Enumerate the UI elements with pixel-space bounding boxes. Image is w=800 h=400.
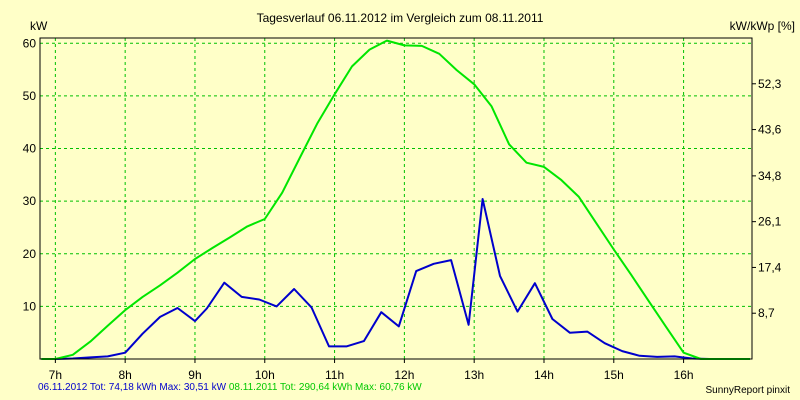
y-tick-label-left: 30 [23,194,37,208]
x-tick-label: 13h [464,368,484,382]
y-tick-label-left: 10 [23,299,37,313]
x-tick-label: 10h [255,368,275,382]
y-tick-label-left: 40 [23,142,37,156]
y-tick-label-left: 50 [23,89,37,103]
series-lines [41,39,750,360]
y-tick-label-right: 43,6 [758,123,782,137]
x-tick-label: 11h [325,368,344,382]
y-tick-label-left: 20 [23,247,37,261]
x-tick-label: 12h [394,368,414,382]
y-tick-label-right: 52,3 [758,77,782,91]
x-tick-label: 9h [188,368,201,382]
series-line-1 [41,198,750,360]
chart-title: Tagesverlauf 06.11.2012 im Vergleich zum… [257,11,544,25]
y-axis-right-label: kW/kWp [%] [730,19,795,33]
grid-lines [40,38,752,359]
y-axis-left-label: kW [30,19,48,33]
y-tick-label-right: 8,7 [758,306,775,320]
credit-text: SunnyReport pinxit [705,385,791,396]
x-tick-label: 7h [49,368,62,382]
x-tick-label: 15h [604,368,624,382]
x-tick-label: 16h [674,368,694,382]
series-line-2 [41,39,750,360]
x-tick-label: 8h [118,368,131,382]
legend-series-1: 06.11.2012 Tot: 74,18 kWh Max: 30,51 kW [38,382,227,393]
y-tick-label-right: 17,4 [758,260,782,274]
axes: 7h 8h 9h 10h 11h 12h 13h 14h 15h 16h 10 20 30 40 50 60 8… [23,36,782,382]
legend-series-2: 08.11.2011 Tot: 290,64 kWh Max: 60,76 kW [228,382,422,393]
x-tick-label: 14h [534,368,554,382]
plot-frame [39,37,753,360]
y-tick-label-right: 34,8 [758,169,782,183]
legend-footer: 06.11.2012 Tot: 74,18 kWh Max: 30,51 kW … [38,382,422,393]
y-tick-label-left: 60 [23,36,37,50]
y-tick-label-right: 26,1 [758,215,782,229]
